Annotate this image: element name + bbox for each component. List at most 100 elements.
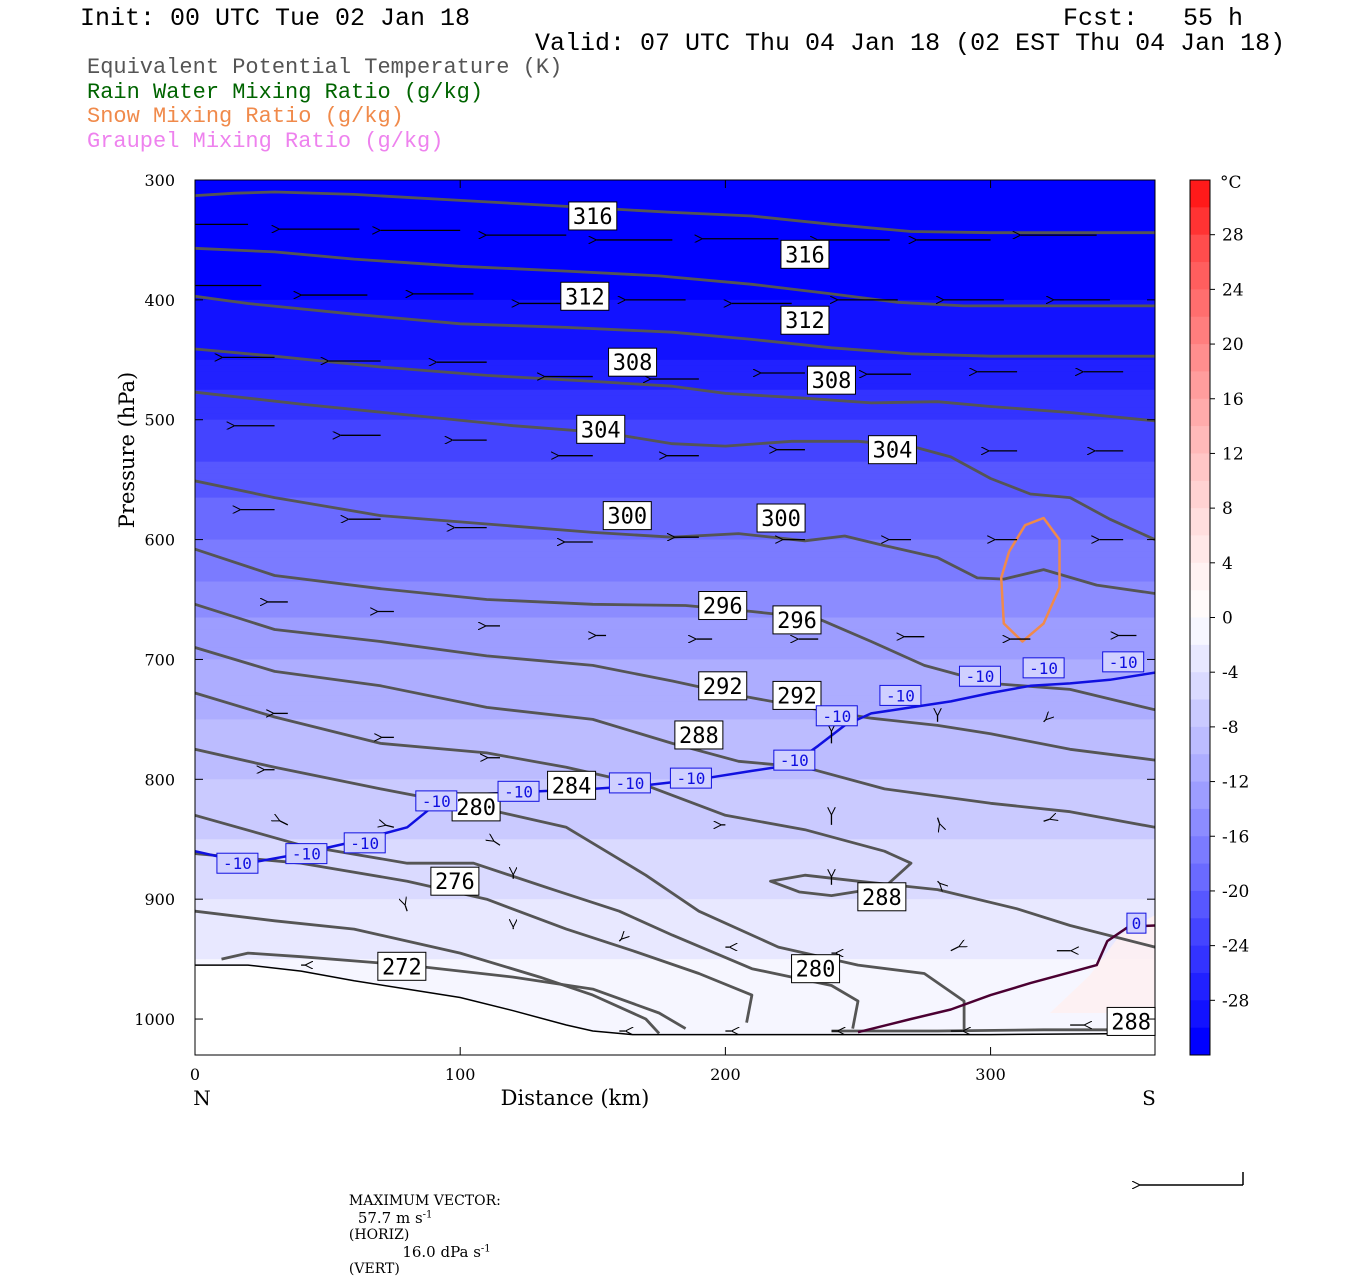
temperature-band bbox=[195, 755, 1155, 762]
temperature-band bbox=[195, 341, 1155, 349]
temperature-band bbox=[195, 521, 1155, 529]
temperature-band bbox=[195, 311, 1155, 319]
temperature-band bbox=[195, 419, 1155, 427]
temperature-band bbox=[195, 473, 1155, 481]
isotherm-label: -10 bbox=[1109, 653, 1138, 672]
temperature-band bbox=[195, 413, 1155, 421]
temperature-band bbox=[195, 323, 1155, 331]
colorbar-tick-label: 0 bbox=[1222, 609, 1233, 629]
isotherm-label-box bbox=[415, 790, 458, 812]
temperature-band bbox=[195, 479, 1155, 487]
temperature-band bbox=[195, 407, 1155, 415]
temperature-band bbox=[195, 180, 1155, 187]
temperature-band bbox=[195, 911, 1155, 918]
isotherm-label-box bbox=[285, 843, 328, 865]
temperature-band bbox=[195, 887, 1155, 894]
theta-e-label-box bbox=[857, 882, 907, 912]
theta-e-label-box bbox=[547, 770, 597, 800]
theta-e-label-box bbox=[867, 435, 917, 465]
temperature-band bbox=[195, 953, 1155, 960]
max-vector-vert: 16.0 dPa s bbox=[402, 1243, 481, 1261]
colorbar-tick-label: 24 bbox=[1222, 280, 1244, 300]
theta-e-label: 296 bbox=[703, 595, 743, 620]
colorbar-swatch bbox=[1190, 836, 1210, 865]
wind-vector bbox=[937, 880, 940, 883]
theta-e-label-box bbox=[576, 414, 626, 444]
isotherm-label: -10 bbox=[1029, 659, 1058, 678]
temperature-band bbox=[195, 437, 1155, 445]
y-tick-label: 1000 bbox=[134, 1010, 175, 1029]
temperature-band bbox=[195, 347, 1155, 355]
temperature-band bbox=[195, 389, 1155, 397]
temperature-band bbox=[195, 1001, 1155, 1008]
temperature-band bbox=[195, 587, 1155, 595]
temperature-band bbox=[195, 653, 1155, 661]
isotherm-label-box bbox=[1126, 912, 1147, 934]
temperature-band bbox=[195, 431, 1155, 439]
theta-e-contour bbox=[195, 190, 1155, 235]
isotherm-label: 0 bbox=[1132, 914, 1142, 933]
colorbar-swatch bbox=[1190, 781, 1210, 810]
colorbar-swatch bbox=[1190, 207, 1210, 236]
temperature-band bbox=[195, 557, 1155, 565]
terrain-layer bbox=[195, 964, 1156, 1055]
max-vector-vert-unit: (VERT) bbox=[348, 1261, 400, 1277]
temperature-band bbox=[195, 563, 1155, 571]
theta-e-label-box bbox=[377, 951, 427, 981]
x-axis-label: Distance (km) bbox=[501, 1086, 650, 1110]
isotherm-label: -10 bbox=[292, 845, 321, 864]
temperature-band bbox=[195, 821, 1155, 828]
colorbar-tick-label: -16 bbox=[1222, 827, 1249, 847]
colorbar-tick-label: 12 bbox=[1222, 444, 1244, 464]
temperature-band bbox=[195, 581, 1155, 589]
temperature-band bbox=[195, 371, 1155, 379]
init-time: Init: 00 UTC Tue 02 Jan 18 bbox=[80, 4, 471, 33]
x-tick-label: 300 bbox=[975, 1065, 1006, 1084]
temperature-band bbox=[195, 869, 1155, 876]
theta-e-contour bbox=[221, 951, 687, 1030]
theta-e-contour bbox=[195, 747, 966, 1031]
colorbar-tick-label: -24 bbox=[1222, 937, 1249, 957]
isotherm-label: -10 bbox=[504, 782, 533, 801]
isotherm-contour bbox=[857, 924, 1155, 1034]
wind-vector bbox=[950, 947, 959, 952]
temperature-band bbox=[195, 707, 1155, 714]
isotherm-label-box bbox=[815, 705, 858, 727]
colorbar-swatch bbox=[1190, 480, 1210, 509]
colorbar-swatch bbox=[1190, 289, 1210, 318]
isotherm-label: -10 bbox=[676, 769, 705, 788]
temperature-band bbox=[195, 365, 1155, 373]
theta-e-label-box bbox=[780, 305, 830, 335]
temperature-band bbox=[195, 401, 1155, 409]
theta-e-contour bbox=[195, 390, 1155, 541]
wind-vector bbox=[494, 841, 501, 846]
temperature-band bbox=[195, 935, 1155, 942]
wind-vector bbox=[1043, 819, 1050, 822]
max-vector-horiz-unit: (HORIZ) bbox=[348, 1227, 410, 1243]
temperature-band bbox=[195, 599, 1155, 607]
x-tick-label: 200 bbox=[710, 1065, 741, 1084]
temperature-band bbox=[195, 977, 1155, 984]
theta-e-label-box bbox=[791, 954, 841, 984]
theta-e-label: 288 bbox=[1111, 1010, 1151, 1035]
temperature-band bbox=[195, 701, 1155, 708]
temperature-band bbox=[195, 515, 1155, 523]
theta-e-label-box bbox=[674, 720, 724, 750]
temperature-band bbox=[195, 1013, 1155, 1020]
isotherm-label-box bbox=[216, 852, 259, 874]
temperature-band bbox=[195, 263, 1155, 271]
temperature-band bbox=[195, 317, 1155, 325]
wind-vector bbox=[1043, 720, 1046, 723]
temperature-band bbox=[195, 467, 1155, 475]
theta-e-label-box bbox=[772, 605, 822, 635]
colorbar-swatch bbox=[1190, 808, 1210, 837]
legend-theta-e: Equivalent Potential Temperature (K) bbox=[87, 55, 563, 80]
temperature-band bbox=[195, 293, 1155, 301]
temperature-band bbox=[195, 227, 1155, 235]
temperature-band bbox=[195, 491, 1155, 499]
x-start-label: N bbox=[193, 1086, 211, 1110]
theta-e-label: 292 bbox=[777, 684, 817, 709]
temperature-band bbox=[195, 695, 1155, 703]
temperature-band bbox=[195, 989, 1155, 996]
temperature-band bbox=[195, 683, 1155, 691]
